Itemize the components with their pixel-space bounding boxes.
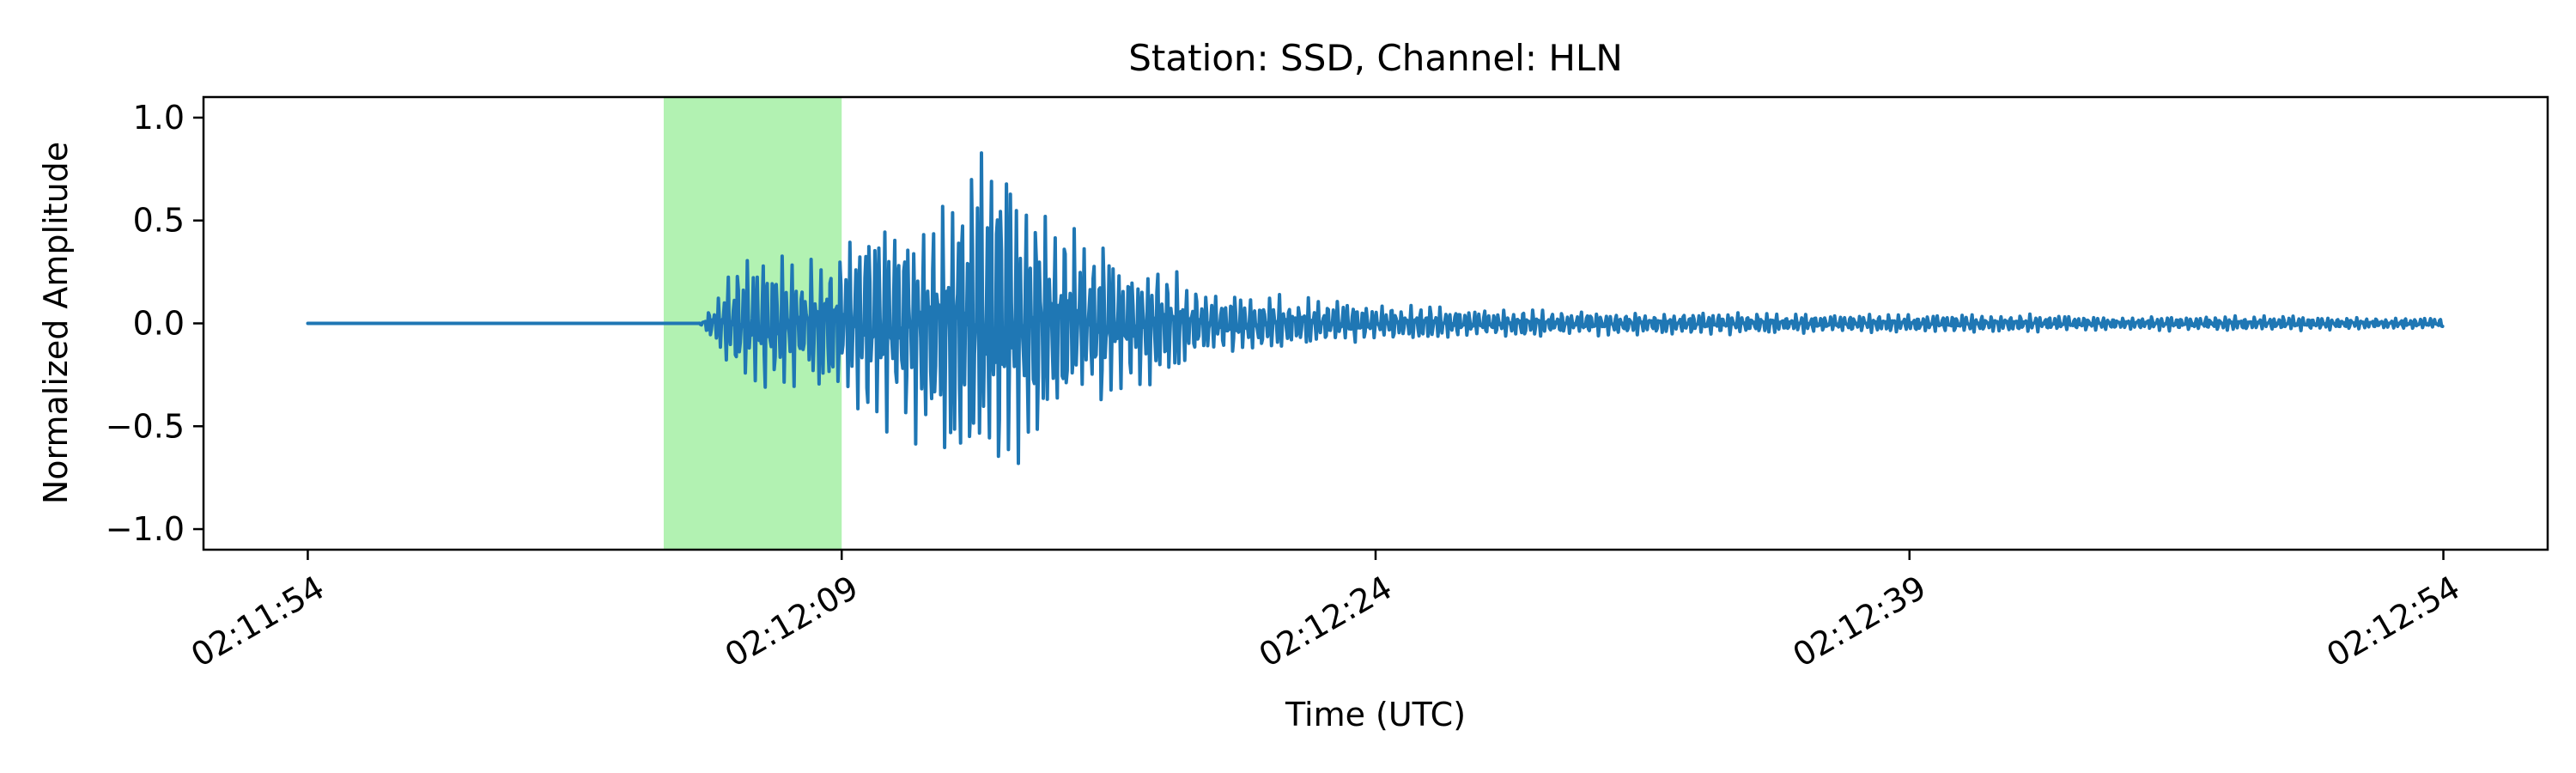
y-tick-label: 0.0 bbox=[133, 305, 185, 343]
y-tick-label: −1.0 bbox=[106, 510, 185, 548]
y-axis: 1.0 0.5 0.0 −0.5 −1.0 bbox=[106, 99, 204, 548]
waveform-line bbox=[306, 151, 2445, 466]
x-axis-label: Time (UTC) bbox=[1285, 696, 1466, 733]
y-tick-label: 0.5 bbox=[133, 202, 185, 240]
y-tick-label: −0.5 bbox=[106, 407, 185, 445]
y-axis-label: Normalized Amplitude bbox=[37, 142, 75, 504]
trace-layer bbox=[306, 151, 2445, 466]
chart-title: Station: SSD, Channel: HLN bbox=[1128, 37, 1623, 79]
y-tick-label: 1.0 bbox=[133, 99, 185, 137]
